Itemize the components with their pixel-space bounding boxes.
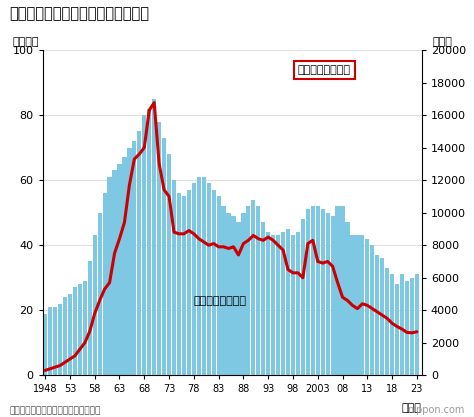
Bar xyxy=(182,196,186,375)
Bar xyxy=(261,222,265,375)
Bar xyxy=(217,196,221,375)
Bar xyxy=(227,213,231,375)
Bar xyxy=(405,281,409,375)
Bar xyxy=(395,284,399,375)
Bar xyxy=(221,206,226,375)
Bar xyxy=(251,200,255,375)
Bar xyxy=(177,193,181,375)
Bar xyxy=(128,148,131,375)
Bar xyxy=(48,307,52,375)
Bar xyxy=(306,209,310,375)
Bar xyxy=(281,232,285,375)
Bar xyxy=(320,209,325,375)
Bar xyxy=(187,190,191,375)
Bar xyxy=(256,206,260,375)
Bar xyxy=(122,157,127,375)
Bar xyxy=(78,284,82,375)
Bar xyxy=(286,229,290,375)
Bar xyxy=(346,222,350,375)
Bar xyxy=(112,171,117,375)
Bar xyxy=(73,287,77,375)
Bar xyxy=(53,307,57,375)
Bar xyxy=(326,213,330,375)
Text: （人）: （人） xyxy=(432,37,452,47)
Text: 自動車事故発生件数と死者数の推移: 自動車事故発生件数と死者数の推移 xyxy=(9,6,149,21)
Bar xyxy=(197,177,201,375)
Bar xyxy=(237,222,241,375)
Bar xyxy=(400,274,404,375)
Bar xyxy=(88,261,92,375)
Bar xyxy=(142,115,146,375)
Bar xyxy=(231,216,236,375)
Bar xyxy=(246,206,250,375)
Bar xyxy=(63,297,67,375)
Bar xyxy=(336,206,340,375)
Bar xyxy=(310,206,315,375)
Bar xyxy=(316,206,320,375)
Bar xyxy=(271,236,275,375)
Bar xyxy=(356,236,359,375)
Bar xyxy=(92,236,97,375)
Bar xyxy=(157,122,161,375)
Bar xyxy=(330,216,335,375)
Bar xyxy=(192,183,196,375)
Bar xyxy=(370,245,374,375)
Bar xyxy=(296,232,300,375)
Bar xyxy=(68,294,72,375)
Bar xyxy=(365,239,369,375)
Text: 死亡者数（右軸）: 死亡者数（右軸） xyxy=(194,296,247,306)
Text: （年）: （年） xyxy=(402,403,422,413)
Bar xyxy=(385,268,389,375)
Bar xyxy=(108,177,112,375)
Text: 発生件数（左軸）: 発生件数（左軸） xyxy=(298,65,351,75)
Bar xyxy=(410,278,414,375)
Bar xyxy=(43,314,47,375)
Bar xyxy=(291,236,295,375)
Text: nippon.com: nippon.com xyxy=(407,405,465,415)
Bar xyxy=(172,180,176,375)
Bar xyxy=(266,232,270,375)
Bar xyxy=(415,274,419,375)
Bar xyxy=(211,190,216,375)
Bar xyxy=(132,141,137,375)
Bar xyxy=(276,236,280,375)
Text: （万件）: （万件） xyxy=(12,37,39,47)
Bar xyxy=(375,255,379,375)
Bar xyxy=(58,304,62,375)
Bar xyxy=(167,154,171,375)
Bar xyxy=(241,213,246,375)
Bar xyxy=(301,219,305,375)
Bar xyxy=(118,164,122,375)
Bar xyxy=(207,183,211,375)
Bar xyxy=(360,236,365,375)
Bar xyxy=(201,177,206,375)
Bar xyxy=(147,108,151,375)
Bar xyxy=(162,138,166,375)
Bar xyxy=(380,258,384,375)
Bar xyxy=(340,206,345,375)
Bar xyxy=(82,281,87,375)
Text: 警察庁の公表データを基に編集部作成: 警察庁の公表データを基に編集部作成 xyxy=(9,406,101,415)
Bar xyxy=(390,274,394,375)
Bar xyxy=(350,236,355,375)
Bar xyxy=(137,131,141,375)
Bar xyxy=(98,213,102,375)
Bar xyxy=(102,193,107,375)
Bar xyxy=(152,99,156,375)
